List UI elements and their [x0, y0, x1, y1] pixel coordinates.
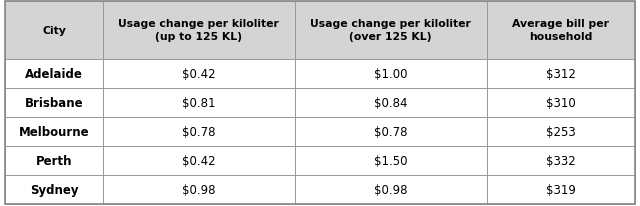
- Bar: [486, 175, 635, 204]
- Bar: [486, 146, 635, 175]
- Text: Sydney: Sydney: [29, 183, 78, 196]
- Bar: [103, 146, 295, 175]
- Text: City: City: [42, 26, 66, 35]
- Text: Average bill per
household: Average bill per household: [512, 19, 609, 42]
- Text: $1.50: $1.50: [374, 154, 408, 167]
- Text: Brisbane: Brisbane: [24, 96, 83, 109]
- Bar: [486, 88, 635, 117]
- Text: $0.42: $0.42: [182, 67, 216, 80]
- Text: $0.78: $0.78: [182, 125, 216, 138]
- Bar: [103, 88, 295, 117]
- Bar: [103, 59, 295, 88]
- Text: $0.98: $0.98: [374, 183, 408, 196]
- Text: Adelaide: Adelaide: [25, 67, 83, 80]
- Text: $0.81: $0.81: [182, 96, 216, 109]
- Text: Melbourne: Melbourne: [19, 125, 89, 138]
- Text: $332: $332: [546, 154, 575, 167]
- Bar: [295, 88, 486, 117]
- Bar: [486, 59, 635, 88]
- Text: Usage change per kiloliter
(up to 125 KL): Usage change per kiloliter (up to 125 KL…: [118, 19, 279, 42]
- Bar: [295, 117, 486, 146]
- Bar: [103, 175, 295, 204]
- Text: Usage change per kiloliter
(over 125 KL): Usage change per kiloliter (over 125 KL): [310, 19, 471, 42]
- Bar: [295, 146, 486, 175]
- Bar: [5, 146, 103, 175]
- Bar: [103, 117, 295, 146]
- Text: $0.84: $0.84: [374, 96, 408, 109]
- Bar: [5, 2, 103, 59]
- Bar: [295, 175, 486, 204]
- Bar: [5, 88, 103, 117]
- Text: $1.00: $1.00: [374, 67, 408, 80]
- Bar: [486, 117, 635, 146]
- Text: $0.78: $0.78: [374, 125, 408, 138]
- Bar: [5, 59, 103, 88]
- Bar: [295, 59, 486, 88]
- Text: $312: $312: [546, 67, 576, 80]
- Text: $0.98: $0.98: [182, 183, 216, 196]
- Text: Perth: Perth: [36, 154, 72, 167]
- Text: $253: $253: [546, 125, 575, 138]
- Bar: [5, 117, 103, 146]
- Text: $0.42: $0.42: [182, 154, 216, 167]
- Bar: [486, 2, 635, 59]
- Bar: [295, 2, 486, 59]
- Text: $310: $310: [546, 96, 575, 109]
- Bar: [5, 175, 103, 204]
- Bar: [103, 2, 295, 59]
- Text: $319: $319: [546, 183, 576, 196]
